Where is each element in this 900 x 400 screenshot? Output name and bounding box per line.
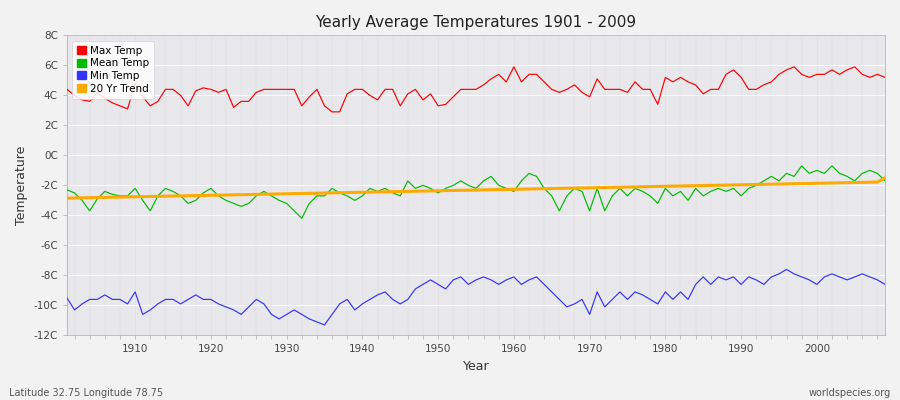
Min Temp — [320, 322, 330, 327]
20 Yr Trend — [501, 187, 512, 192]
20 Yr Trend — [334, 190, 345, 195]
20 Yr Trend — [879, 176, 890, 180]
Max Temp — [122, 106, 133, 111]
Mean Temp — [289, 208, 300, 213]
Y-axis label: Temperature: Temperature — [15, 146, 28, 225]
Mean Temp — [122, 194, 133, 198]
Min Temp — [781, 267, 792, 272]
Mean Temp — [61, 188, 72, 192]
Mean Temp — [879, 178, 890, 183]
Legend: Max Temp, Mean Temp, Min Temp, 20 Yr Trend: Max Temp, Mean Temp, Min Temp, 20 Yr Tre… — [72, 40, 154, 99]
Max Temp — [289, 87, 300, 92]
Mean Temp — [796, 164, 807, 168]
Max Temp — [508, 64, 519, 69]
Max Temp — [342, 92, 353, 96]
20 Yr Trend — [122, 194, 133, 199]
20 Yr Trend — [61, 196, 72, 200]
20 Yr Trend — [508, 187, 519, 192]
Max Temp — [516, 80, 526, 84]
Min Temp — [342, 297, 353, 302]
20 Yr Trend — [599, 185, 610, 190]
Line: Max Temp: Max Temp — [67, 67, 885, 112]
Mean Temp — [516, 178, 526, 183]
Text: worldspecies.org: worldspecies.org — [809, 388, 891, 398]
20 Yr Trend — [289, 191, 300, 196]
Min Temp — [607, 297, 617, 302]
Min Temp — [879, 282, 890, 287]
Max Temp — [524, 72, 535, 77]
Text: Latitude 32.75 Longitude 78.75: Latitude 32.75 Longitude 78.75 — [9, 388, 163, 398]
X-axis label: Year: Year — [463, 360, 490, 373]
Max Temp — [327, 110, 338, 114]
Min Temp — [122, 302, 133, 306]
Max Temp — [879, 75, 890, 80]
Mean Temp — [342, 194, 353, 198]
Title: Yearly Average Temperatures 1901 - 2009: Yearly Average Temperatures 1901 - 2009 — [315, 15, 636, 30]
Min Temp — [516, 282, 526, 287]
Line: Mean Temp: Mean Temp — [67, 166, 885, 218]
Min Temp — [508, 274, 519, 279]
Mean Temp — [607, 194, 617, 198]
Mean Temp — [296, 216, 307, 221]
Mean Temp — [508, 189, 519, 194]
Line: Min Temp: Min Temp — [67, 269, 885, 325]
Max Temp — [61, 87, 72, 92]
Min Temp — [289, 308, 300, 312]
Line: 20 Yr Trend: 20 Yr Trend — [67, 178, 885, 198]
Min Temp — [61, 296, 72, 300]
Max Temp — [615, 87, 626, 92]
